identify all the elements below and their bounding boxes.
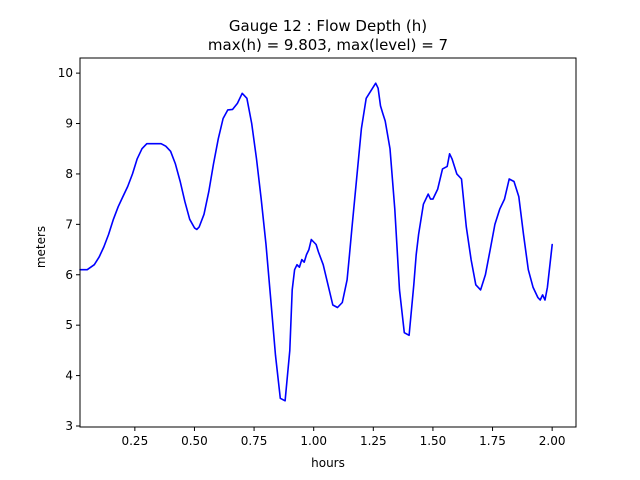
x-tick-label: 1.50 — [420, 434, 447, 448]
x-tick-label: 0.50 — [181, 434, 208, 448]
y-tick-label: 6 — [65, 268, 73, 282]
y-tick-label: 3 — [65, 419, 73, 433]
y-tick-label: 5 — [65, 318, 73, 332]
y-tick-label: 9 — [65, 117, 73, 131]
y-tick-label: 7 — [65, 217, 73, 231]
y-axis-label: meters — [34, 226, 48, 268]
axes-frame — [79, 57, 577, 428]
plot-area: 0.25 0.50 0.75 1.00 1.25 1.50 1.75 2.00 3 4 5 6 7 8 9 1… — [58, 57, 577, 448]
x-tick-label: 1.75 — [479, 434, 506, 448]
x-tick-label: 2.00 — [539, 434, 566, 448]
x-tick-label: 0.25 — [121, 434, 148, 448]
x-axis-label: hours — [311, 456, 345, 470]
x-tick-label: 1.00 — [300, 434, 327, 448]
x-tick-label: 0.75 — [241, 434, 268, 448]
y-tick-label: 4 — [65, 369, 73, 383]
chart-title: Gauge 12 : Flow Depth (h) — [229, 17, 427, 35]
y-tick-label: 10 — [58, 66, 73, 80]
chart-subtitle: max(h) = 9.803, max(level) = 7 — [208, 36, 448, 54]
y-tick-label: 8 — [65, 167, 73, 181]
series-line-0 — [79, 82, 554, 402]
x-tick-label: 1.25 — [360, 434, 387, 448]
